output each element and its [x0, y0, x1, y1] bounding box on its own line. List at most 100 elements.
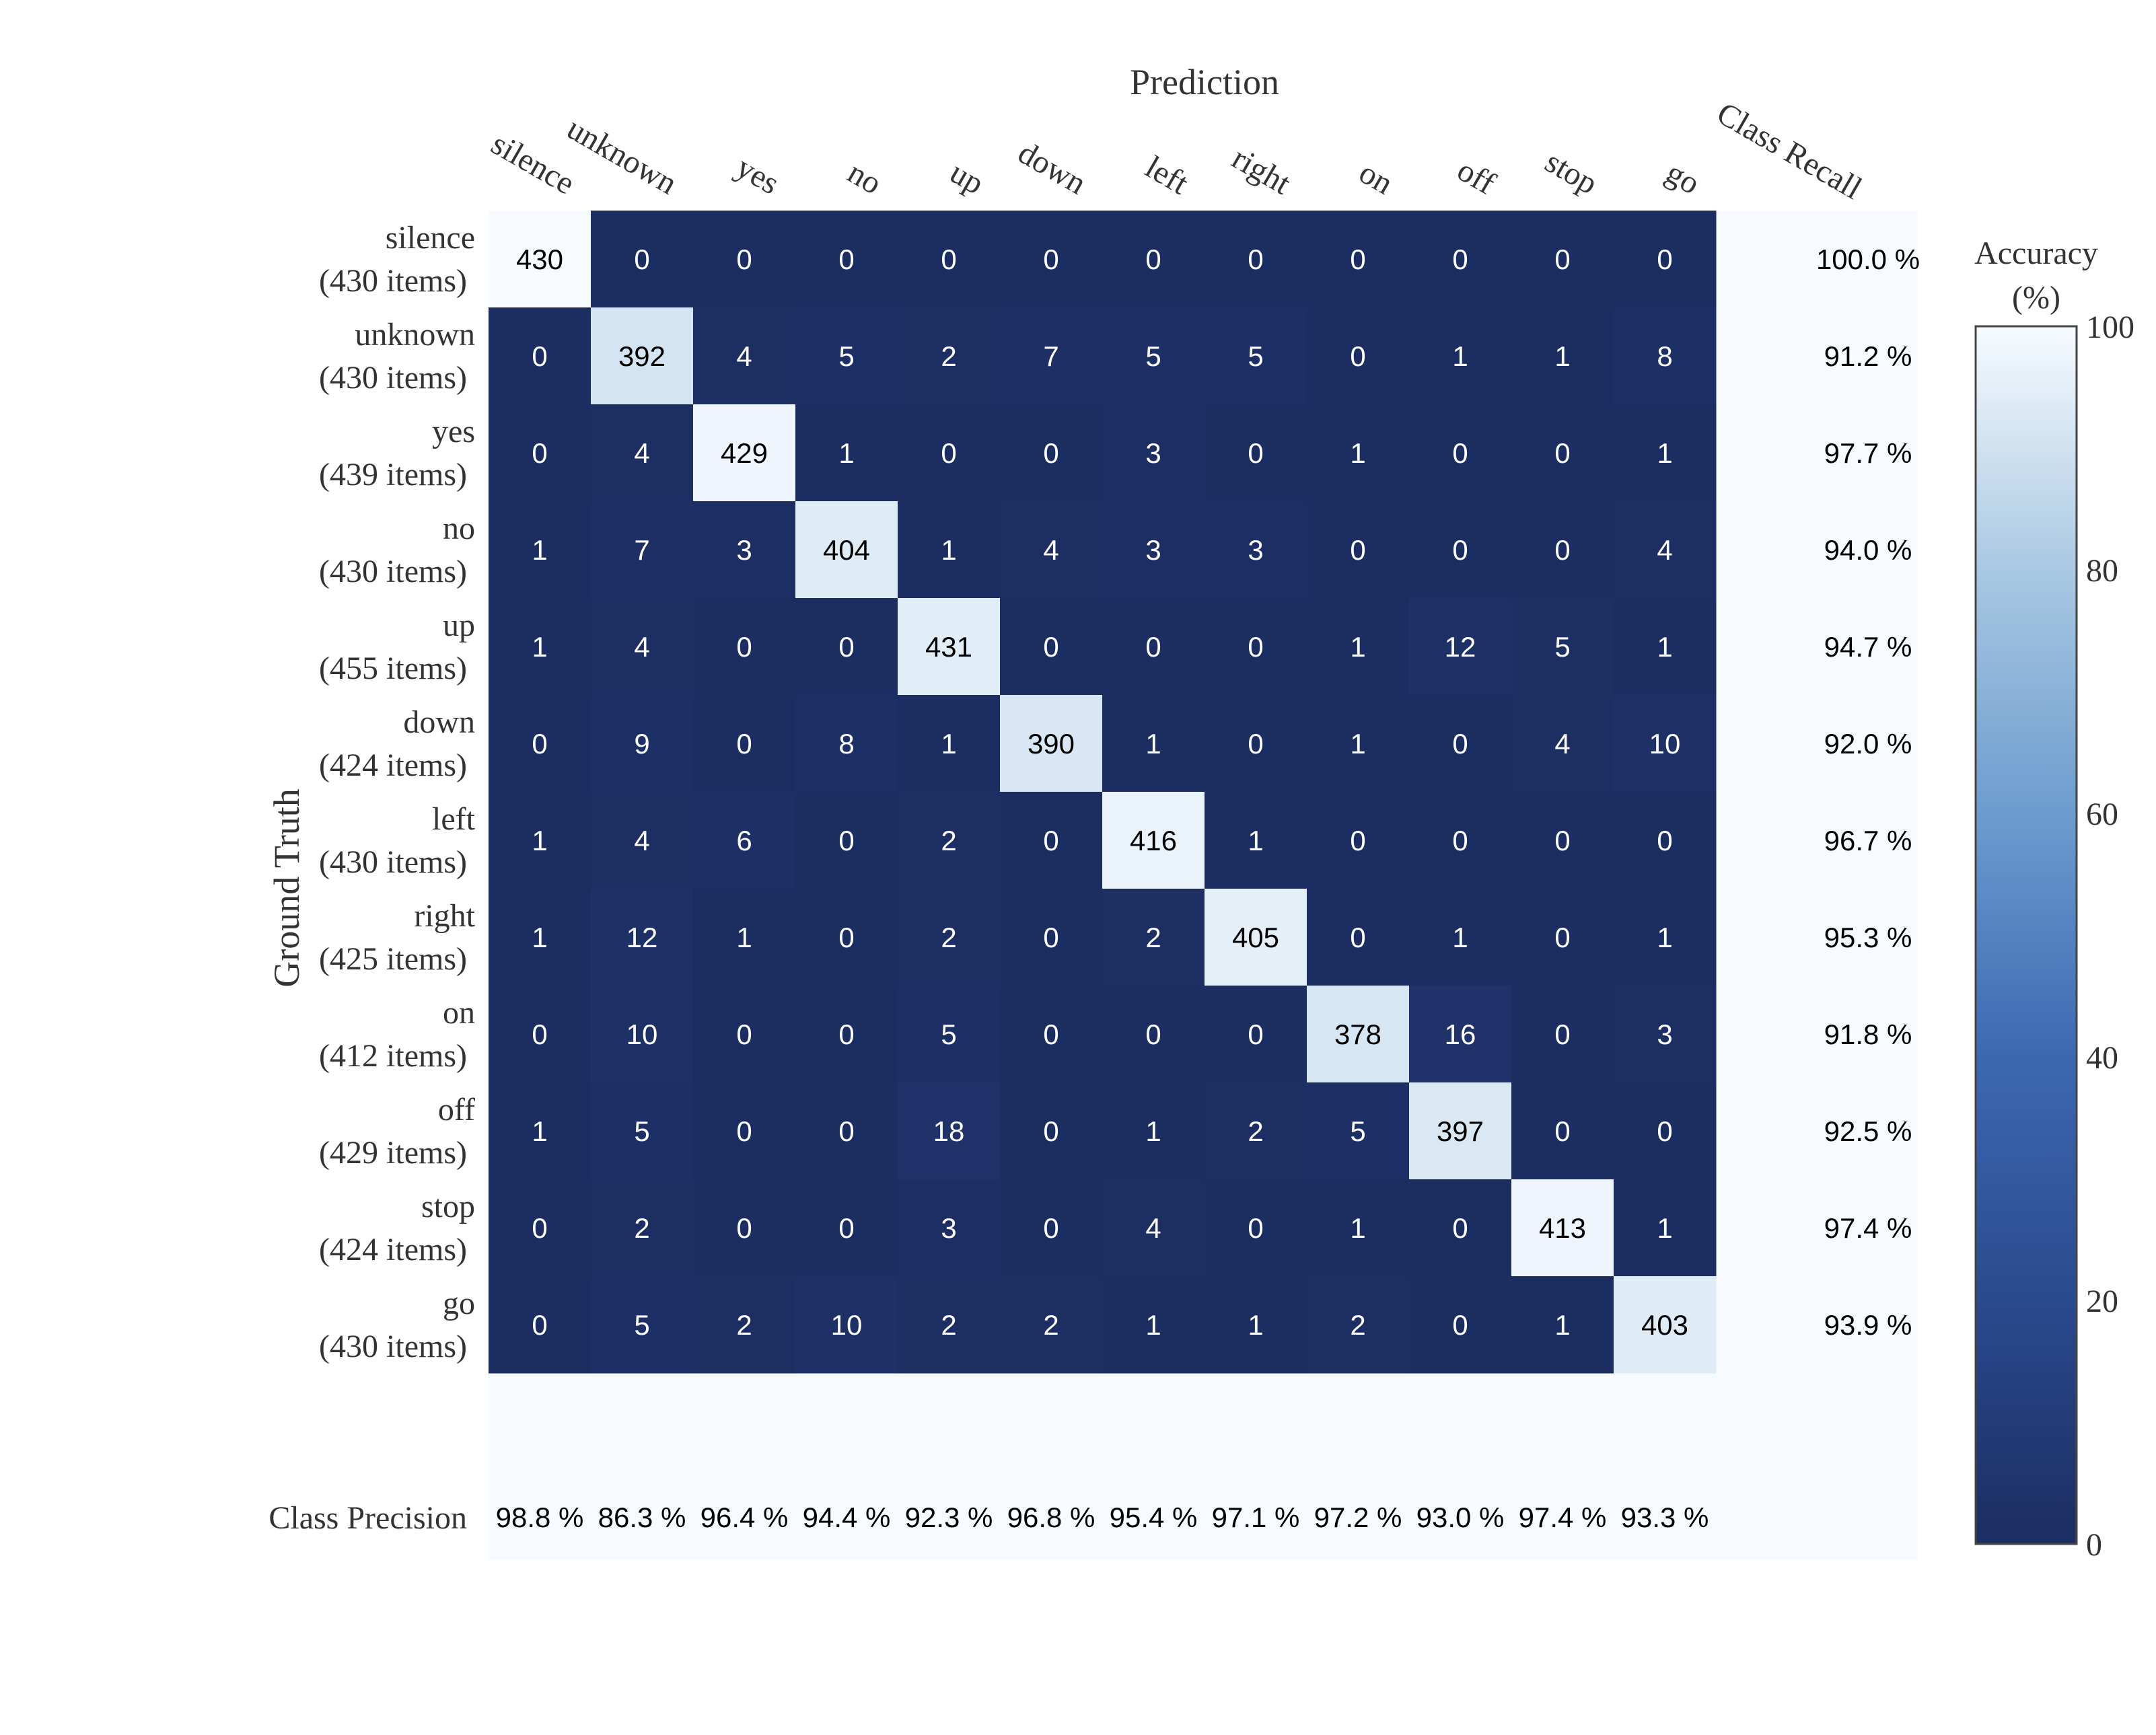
cell-value: 0 — [1452, 437, 1468, 469]
heatmap-cell — [898, 1082, 1001, 1180]
cell-value: 0 — [736, 1115, 752, 1147]
cell-value: 5 — [634, 1115, 649, 1147]
heatmap-cell — [898, 986, 1001, 1083]
heatmap-cell — [898, 1179, 1001, 1277]
heatmap-cell — [489, 501, 591, 599]
cell-value: 403 — [1641, 1309, 1688, 1341]
cell-value: 3 — [941, 1212, 956, 1244]
heatmap-cell — [1614, 598, 1717, 696]
heatmap-cell — [591, 501, 694, 599]
row-label: silence — [386, 220, 475, 256]
cell-value: 431 — [925, 631, 972, 663]
recall-value: 97.4 % — [1824, 1212, 1912, 1244]
heatmap-cell — [693, 1082, 796, 1180]
cell-value: 1 — [532, 1115, 547, 1147]
heatmap-cell — [693, 307, 796, 405]
cell-value: 0 — [1657, 1115, 1672, 1147]
cell-value: 1 — [941, 728, 956, 760]
cell-value: 1 — [532, 631, 547, 663]
cell-value: 2 — [634, 1212, 649, 1244]
recall-value: 97.7 % — [1824, 437, 1912, 469]
heatmap-cell — [591, 1179, 694, 1277]
cell-value: 2 — [1248, 1115, 1263, 1147]
cell-value: 4 — [1657, 534, 1672, 566]
heatmap-cell — [795, 695, 898, 792]
heatmap-cell — [898, 598, 1001, 696]
heatmap-cell — [591, 598, 694, 696]
heatmap-cell — [693, 695, 796, 792]
cell-value: 0 — [532, 340, 547, 372]
heatmap-cell — [1205, 404, 1307, 502]
colorbar-tick-label: 100 — [2086, 309, 2134, 345]
column-label: unknown — [561, 110, 683, 201]
cell-value: 1 — [1145, 1115, 1161, 1147]
heatmap-cell — [1307, 1082, 1410, 1180]
heatmap-cell — [1511, 307, 1614, 405]
cell-value: 397 — [1437, 1115, 1484, 1147]
precision-value: 97.1 % — [1212, 1502, 1300, 1533]
cell-value: 0 — [1248, 437, 1263, 469]
row-label: on — [443, 995, 475, 1031]
heatmap-cell — [693, 889, 796, 986]
cell-value: 0 — [634, 244, 649, 275]
cell-value: 0 — [838, 1019, 854, 1050]
cell-value: 1 — [838, 437, 854, 469]
heatmap-cell — [1000, 1082, 1103, 1180]
recall-value: 96.7 % — [1824, 825, 1912, 856]
heatmap-cell — [795, 889, 898, 986]
cell-value: 4 — [634, 437, 649, 469]
row-label: down — [403, 704, 475, 740]
cell-value: 0 — [1043, 1115, 1058, 1147]
heatmap-cell — [1102, 695, 1205, 792]
heatmap-cell — [1307, 501, 1410, 599]
cell-value: 0 — [532, 1309, 547, 1341]
heatmap-cell — [1511, 1276, 1614, 1374]
heatmap-cell — [1205, 986, 1307, 1083]
cell-value: 1 — [1657, 1212, 1672, 1244]
heatmap-cell — [693, 404, 796, 502]
cell-value: 0 — [1452, 728, 1468, 760]
column-label: off — [1451, 152, 1501, 201]
cell-value: 0 — [1452, 244, 1468, 275]
precision-value: 96.4 % — [700, 1502, 789, 1533]
cell-value: 3 — [1145, 437, 1161, 469]
cell-value: 429 — [721, 437, 768, 469]
cell-value: 0 — [1554, 825, 1570, 856]
cell-value: 0 — [1248, 1212, 1263, 1244]
precision-value: 97.4 % — [1519, 1502, 1607, 1533]
cell-value: 2 — [941, 1309, 956, 1341]
heatmap-cell — [1511, 211, 1614, 308]
heatmap-cell — [489, 986, 591, 1083]
cell-value: 1 — [1452, 922, 1468, 953]
heatmap-cell — [1205, 1082, 1307, 1180]
heatmap-cell — [1409, 889, 1512, 986]
heatmap-cell — [1307, 695, 1410, 792]
cell-value: 2 — [1043, 1309, 1058, 1341]
cell-value: 5 — [1248, 340, 1263, 372]
cell-value: 6 — [736, 825, 752, 856]
heatmap-cell — [1614, 792, 1717, 889]
cell-value: 0 — [736, 1212, 752, 1244]
heatmap-cell — [1307, 404, 1410, 502]
cell-value: 7 — [1043, 340, 1058, 372]
cell-value: 0 — [1452, 825, 1468, 856]
heatmap-cell — [1409, 501, 1512, 599]
colorbar-ticks: 0 20 40 60 80 100 — [2086, 309, 2134, 1563]
heatmap-cell — [591, 307, 694, 405]
heatmap-cell — [1000, 792, 1103, 889]
cell-value: 1 — [941, 534, 956, 566]
cell-value: 0 — [838, 631, 854, 663]
heatmap-cell — [1205, 211, 1307, 308]
colorbar-tick-label: 0 — [2086, 1527, 2102, 1563]
heatmap-cell — [591, 1276, 694, 1374]
cell-value: 12 — [626, 922, 658, 953]
precision-value: 95.4 % — [1110, 1502, 1198, 1533]
heatmap-cell — [1102, 1082, 1205, 1180]
heatmap-cell — [1307, 211, 1410, 308]
heatmap-cell — [591, 889, 694, 986]
heatmap-cell — [1102, 211, 1205, 308]
row-label: no — [443, 511, 475, 546]
heatmap-cell — [1409, 695, 1512, 792]
cell-value: 0 — [838, 922, 854, 953]
